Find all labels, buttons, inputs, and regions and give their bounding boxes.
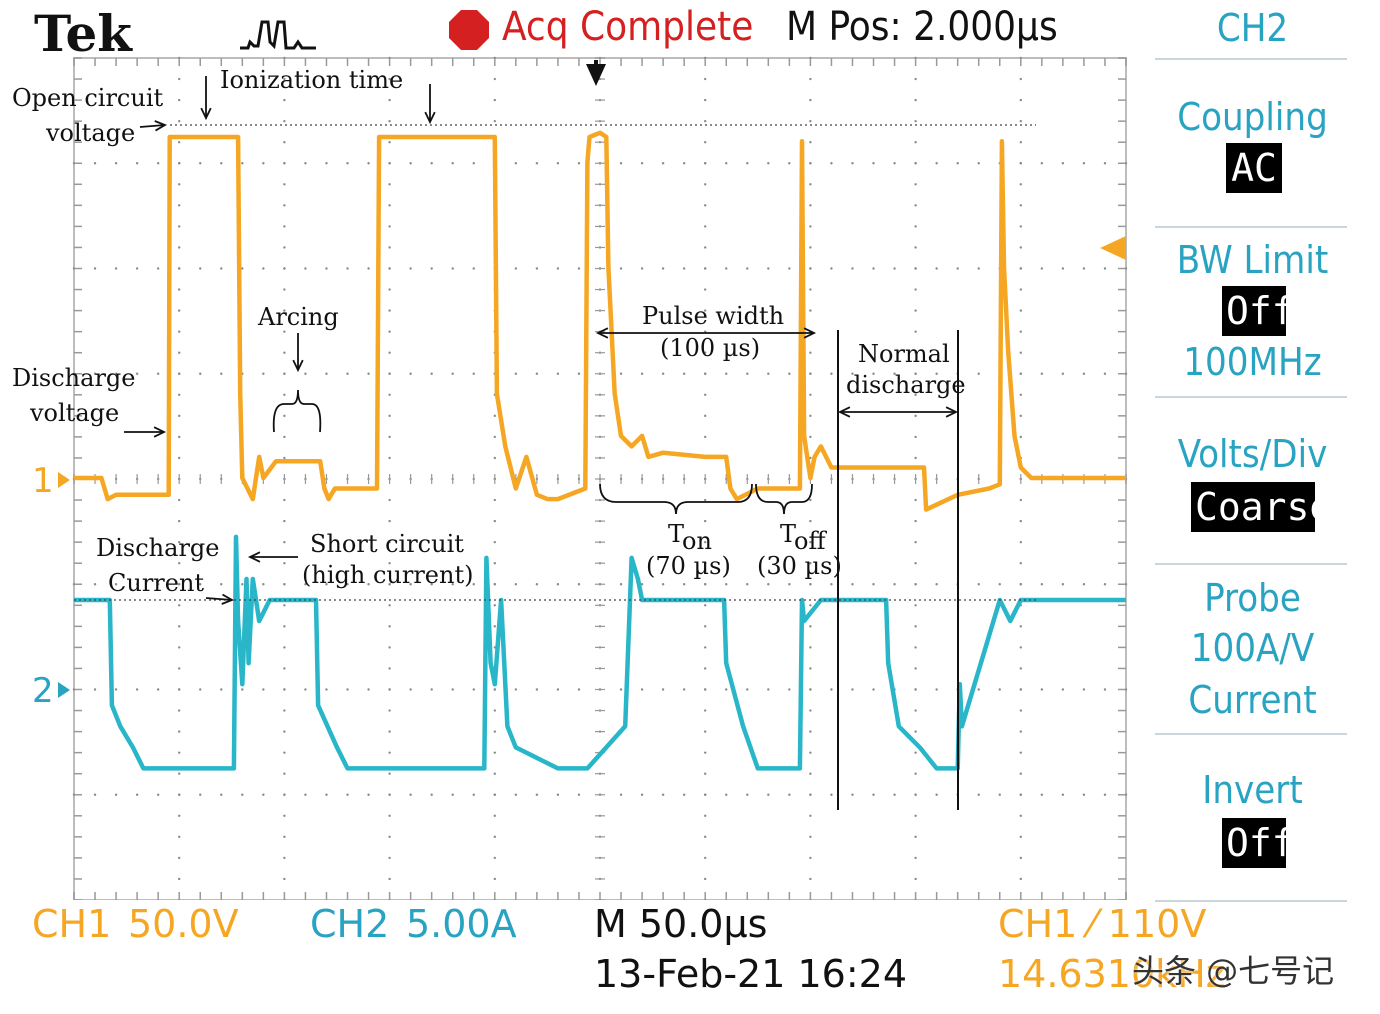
- ch2-label: CH2: [310, 902, 390, 946]
- annotation-text: Ionization time: [220, 66, 403, 94]
- annotation-text: voltage: [45, 119, 135, 147]
- trigger-waveform-icon: [240, 20, 316, 50]
- annotation-text: (30 µs): [757, 552, 842, 580]
- annotation-text: (70 µs): [646, 552, 731, 580]
- annotation-text: (high current): [302, 561, 473, 589]
- menu-divider: [1155, 563, 1347, 565]
- brand-logo: Tek: [34, 4, 132, 63]
- graticule: 12: [32, 56, 1128, 900]
- bw-limit-sub: 100MHz: [1183, 340, 1322, 384]
- annotation-text: voltage: [29, 399, 119, 427]
- probe-label: Probe: [1204, 576, 1301, 620]
- annotation-text: (100 µs): [660, 334, 760, 362]
- invert-label: Invert: [1202, 768, 1303, 812]
- annotation-text: Current: [108, 569, 204, 597]
- ch1-label: CH1: [32, 902, 112, 946]
- coupling-label: Coupling: [1177, 95, 1328, 139]
- ch1-scale: 50.0V: [128, 902, 239, 946]
- annotation-text: Pulse width: [642, 302, 784, 330]
- probe-scale: 100A/V: [1190, 626, 1315, 670]
- annotation-text: Discharge: [96, 534, 219, 562]
- menu-divider: [1155, 900, 1347, 902]
- annotation-text: Short circuit: [310, 530, 464, 558]
- watermark: 头条 @七号记: [1132, 952, 1335, 990]
- annotation-text: Arcing: [257, 303, 339, 331]
- svg-text:2: 2: [32, 671, 54, 711]
- menu-divider: [1155, 733, 1347, 735]
- trigger-readout: CH1 ⁄ 110V: [998, 902, 1207, 946]
- trace-ch2: [74, 534, 1126, 771]
- annotation-text: off: [794, 527, 827, 555]
- bw-limit-value: Off: [1222, 286, 1295, 336]
- coupling-value: AC: [1226, 143, 1282, 193]
- frequency-readout: 14.6310kHz: [998, 952, 1226, 996]
- position-readout: M Pos: 2.000µs: [786, 4, 1058, 50]
- annotation-text: T: [668, 520, 684, 548]
- ch2-scale: 5.00A: [406, 902, 517, 946]
- menu-divider: [1155, 58, 1347, 60]
- probe-type: Current: [1188, 678, 1317, 722]
- trace-ch1: [74, 130, 1126, 512]
- menu-divider: [1155, 226, 1347, 228]
- svg-text:1: 1: [32, 461, 54, 501]
- annotation-text: Open circuit: [12, 84, 163, 112]
- menu-channel-title: CH2: [1216, 6, 1289, 50]
- volts-div-value: Coarse: [1191, 482, 1332, 532]
- bw-limit-label: BW Limit: [1176, 238, 1329, 282]
- datetime-readout: 13-Feb-21 16:24: [594, 952, 907, 996]
- annotation-text: Normal: [858, 340, 950, 368]
- ch2-ground-marker: 2: [32, 671, 70, 711]
- annotation-text: Discharge: [12, 364, 135, 392]
- timebase-readout: M 50.0µs: [594, 902, 768, 946]
- trigger-level-arrow: [1100, 236, 1126, 260]
- ch1-ground-marker: 1: [32, 461, 70, 501]
- record-stop-icon: [449, 10, 489, 50]
- menu-divider: [1155, 396, 1347, 398]
- annotation-text: T: [780, 520, 796, 548]
- volts-div-label: Volts/Div: [1177, 432, 1328, 476]
- annotation-text: discharge: [846, 371, 966, 399]
- trigger-position-arrow: [586, 64, 606, 86]
- annotation-text: on: [682, 527, 712, 555]
- invert-value: Off: [1222, 818, 1295, 868]
- acquisition-status: Acq Complete: [502, 4, 754, 50]
